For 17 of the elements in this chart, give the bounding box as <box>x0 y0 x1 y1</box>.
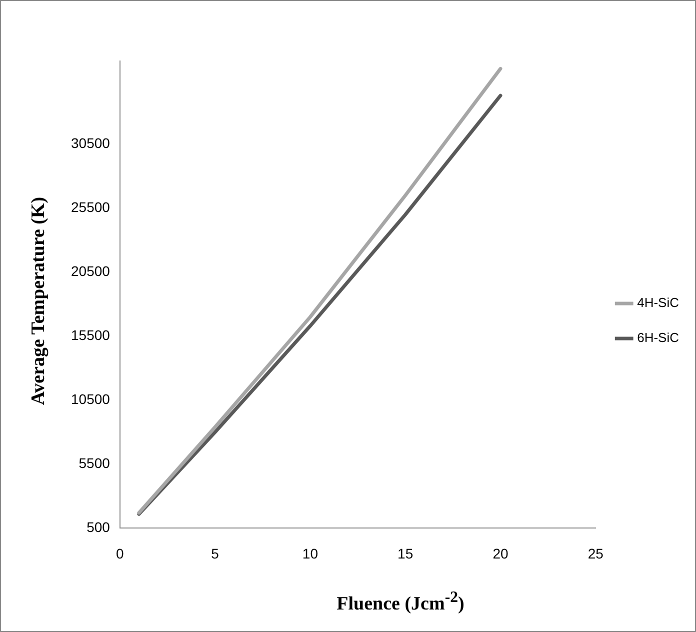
legend-label: 4H-SiC <box>637 295 680 310</box>
y-tick-label: 15500 <box>70 327 110 344</box>
x-tick-label: 20 <box>492 545 508 562</box>
y-tick-label: 25500 <box>70 199 110 216</box>
x-axis-title: Fluence (Jcm$^{-2}$) <box>336 589 466 616</box>
x-tick-label: 5 <box>211 545 220 562</box>
y-axis-title: Average Temperature (K) <box>28 196 50 406</box>
y-tick-label: 500 <box>86 519 110 536</box>
x-tick-label: 15 <box>398 545 414 562</box>
y-tick-label: 30500 <box>70 135 110 152</box>
x-tick-label: 0 <box>116 545 124 562</box>
y-tick-label: 5500 <box>78 455 110 472</box>
legend-label: 6H-SiC <box>637 330 680 346</box>
y-tick-label: 10500 <box>70 391 110 408</box>
x-tick-label: 25 <box>588 545 604 562</box>
y-tick-label: 20500 <box>70 263 110 280</box>
x-tick-label: 10 <box>302 545 318 562</box>
